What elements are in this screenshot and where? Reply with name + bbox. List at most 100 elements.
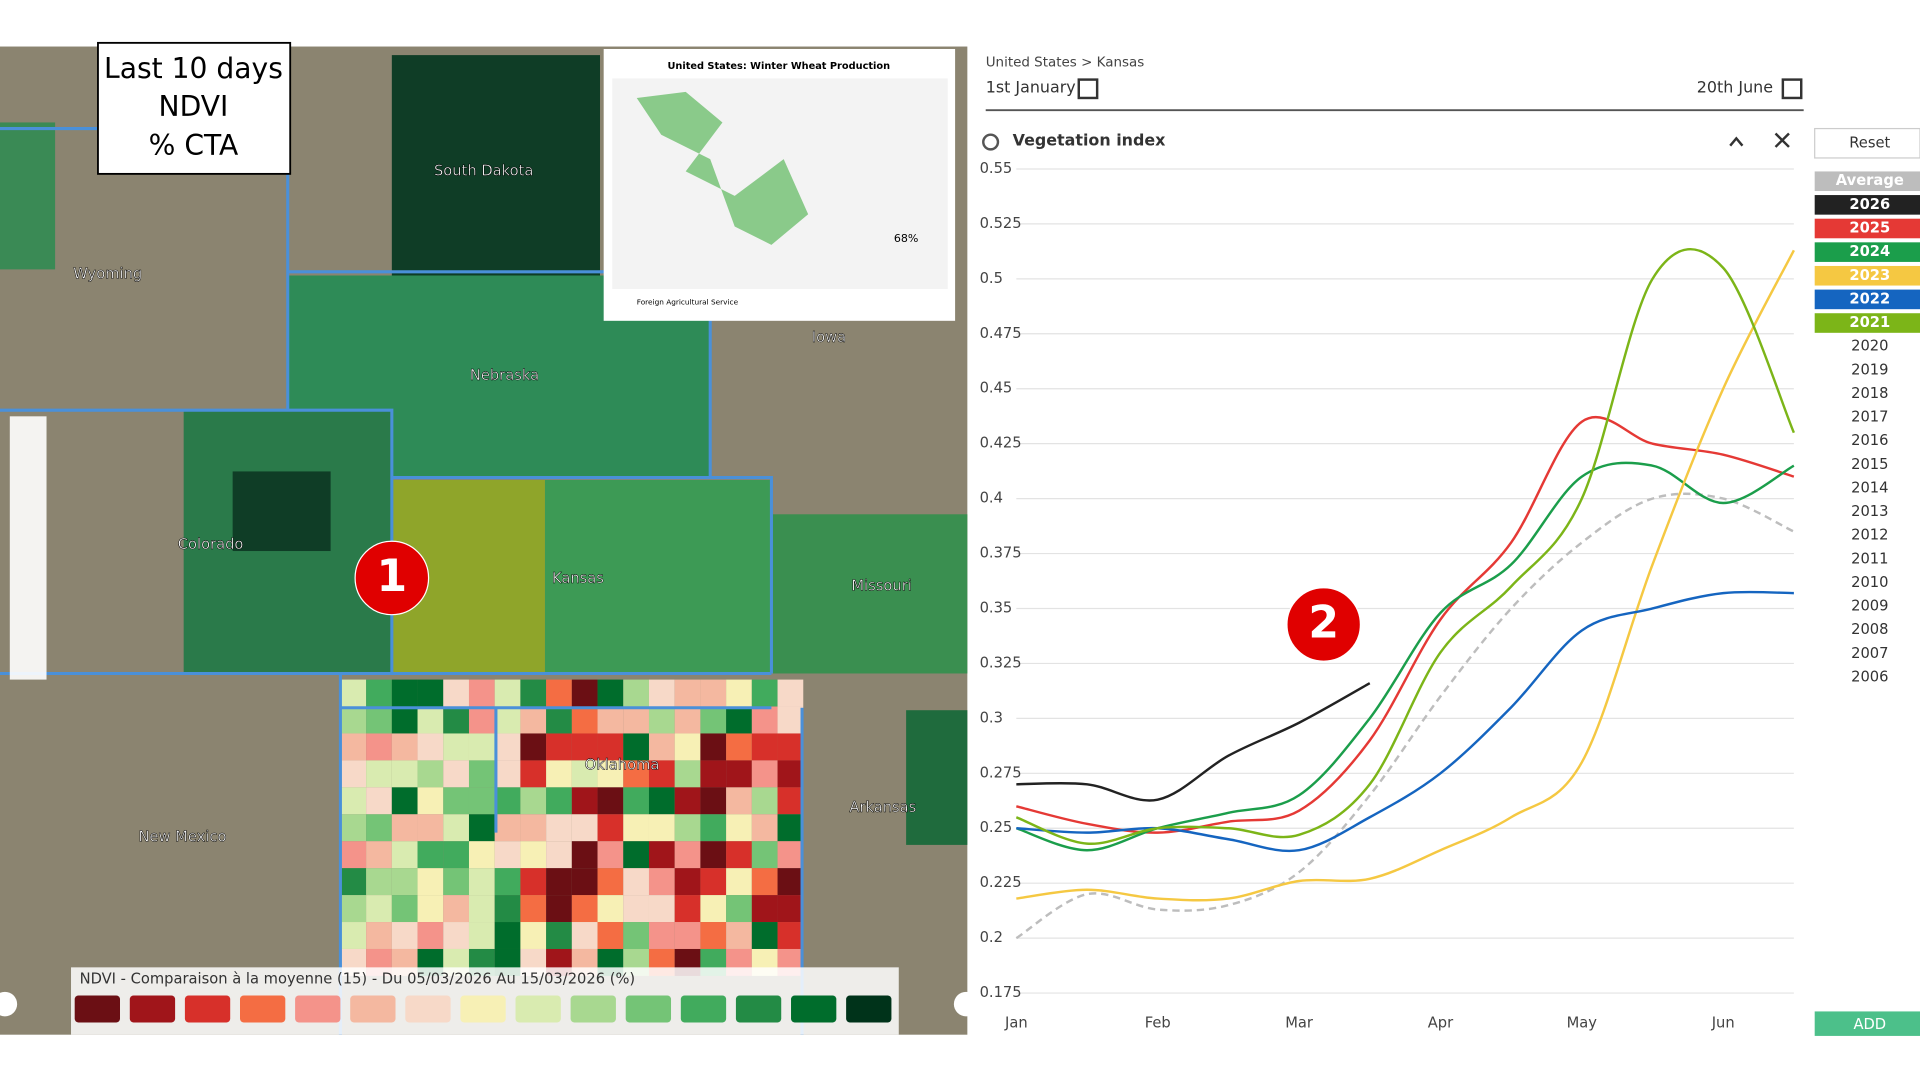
scroll-left[interactable] (0, 991, 18, 1017)
legend-label[interactable]: 2023 (1849, 267, 1890, 284)
map-cell (366, 868, 392, 896)
map-cell (751, 922, 778, 949)
legend-label[interactable]: 2025 (1849, 219, 1890, 236)
map-cell (623, 895, 649, 923)
map-cell (340, 706, 367, 734)
map-cell (366, 895, 392, 923)
widget-title: Vegetation index (1013, 130, 1167, 149)
map-cell (391, 814, 418, 842)
end-date[interactable]: 20th June (1697, 78, 1773, 97)
map-region (391, 55, 600, 276)
map-cell (726, 787, 752, 815)
legend-chip[interactable] (1814, 171, 1920, 192)
legend-label[interactable]: 2007 (1851, 645, 1888, 662)
legend-label[interactable]: 2020 (1851, 338, 1888, 355)
map-cell (726, 814, 752, 842)
legend-label[interactable]: 2019 (1851, 361, 1888, 378)
legend-swatch (240, 995, 286, 1023)
map-cell (700, 760, 727, 788)
state-label: Nebraska (470, 367, 539, 384)
legend-label[interactable]: 2013 (1851, 503, 1888, 520)
calendar-icon[interactable] (1781, 78, 1803, 100)
map-cell (468, 706, 495, 734)
map-cell (726, 841, 752, 869)
map-toolbar[interactable] (9, 416, 47, 680)
legend-label[interactable]: 2010 (1851, 574, 1888, 591)
map-cell (417, 760, 444, 788)
legend-label[interactable]: Average (1836, 172, 1904, 189)
legend-chip[interactable] (1814, 313, 1920, 333)
legend-chip[interactable] (1814, 289, 1920, 310)
add-button[interactable] (1814, 1011, 1920, 1036)
state-label: Arkansas (849, 799, 916, 816)
legend-swatch (625, 995, 672, 1023)
map-cell (571, 760, 598, 788)
legend-label[interactable]: 2008 (1851, 621, 1888, 638)
legend-label[interactable]: 2014 (1851, 479, 1888, 496)
map-cell (623, 841, 649, 869)
widget-icon (982, 133, 1000, 151)
legend-label[interactable]: 2021 (1849, 314, 1890, 331)
x-tick-label: Apr (1428, 1015, 1454, 1032)
legend-label[interactable]: 2018 (1851, 385, 1888, 402)
collapse-button[interactable] (1729, 136, 1744, 147)
legend-chip[interactable] (1814, 242, 1920, 262)
map-cell (726, 868, 752, 896)
state-label: South Dakota (434, 162, 533, 179)
map-cell (648, 922, 675, 949)
map-cell (417, 679, 444, 707)
map-cell (340, 868, 367, 896)
legend-label[interactable]: 2012 (1851, 527, 1888, 544)
map-cell (391, 787, 418, 815)
legend-label[interactable]: 2024 (1849, 243, 1890, 260)
legend-swatch (184, 995, 231, 1023)
map-cell (417, 733, 444, 761)
state-label: Oklahoma (585, 756, 660, 773)
map-cell (366, 787, 392, 815)
map-region (771, 514, 968, 674)
map-cell (674, 868, 701, 896)
legend-label[interactable]: 2006 (1851, 669, 1888, 686)
map[interactable]: Last 10 days NDVI % CTA United States: W… (0, 41, 979, 1035)
legend-chip[interactable] (1814, 265, 1920, 286)
legend-label[interactable]: 2026 (1849, 196, 1890, 213)
calendar-icon[interactable] (1077, 78, 1099, 100)
legend-swatch (295, 995, 341, 1023)
legend-chip[interactable] (1814, 195, 1920, 215)
map-cell (443, 841, 469, 869)
map-cell (391, 679, 418, 707)
map-cell (674, 895, 701, 923)
start-date[interactable]: 1st January (986, 78, 1076, 97)
map-cell (494, 787, 521, 815)
map-cell (366, 679, 392, 707)
legend-label[interactable]: 2017 (1851, 409, 1888, 426)
y-tick-label: 0.425 (980, 435, 1022, 452)
map-cell (443, 895, 469, 923)
y-tick-label: 0.3 (980, 709, 1003, 726)
map-cell (777, 895, 804, 923)
map-cell (648, 814, 675, 842)
close-button[interactable] (1774, 132, 1790, 148)
reset-button[interactable] (1814, 127, 1920, 159)
legend-label[interactable]: 2022 (1849, 290, 1890, 307)
map-cell (546, 706, 572, 734)
legend-label[interactable]: 2009 (1851, 598, 1888, 615)
add-label[interactable]: ADD (1853, 1016, 1886, 1033)
map-cell (571, 922, 598, 949)
map-cell (443, 706, 469, 734)
breadcrumb[interactable]: United States > Kansas (986, 55, 1145, 70)
scroll-right[interactable] (953, 991, 979, 1017)
legend-swatches (74, 995, 892, 1023)
reset-label[interactable]: Reset (1849, 134, 1890, 151)
x-tick-label: Feb (1145, 1015, 1171, 1032)
map-cell (520, 733, 547, 761)
map-cell (674, 760, 701, 788)
map-cell (391, 922, 418, 949)
y-tick-label: 0.475 (980, 325, 1022, 342)
legend-label[interactable]: 2015 (1851, 456, 1888, 473)
legend-label[interactable]: 2016 (1851, 432, 1888, 449)
series-line (1016, 682, 1371, 802)
legend-chip[interactable] (1814, 218, 1920, 239)
legend-label[interactable]: 2011 (1851, 550, 1888, 567)
marker-label: 1 (377, 551, 408, 602)
